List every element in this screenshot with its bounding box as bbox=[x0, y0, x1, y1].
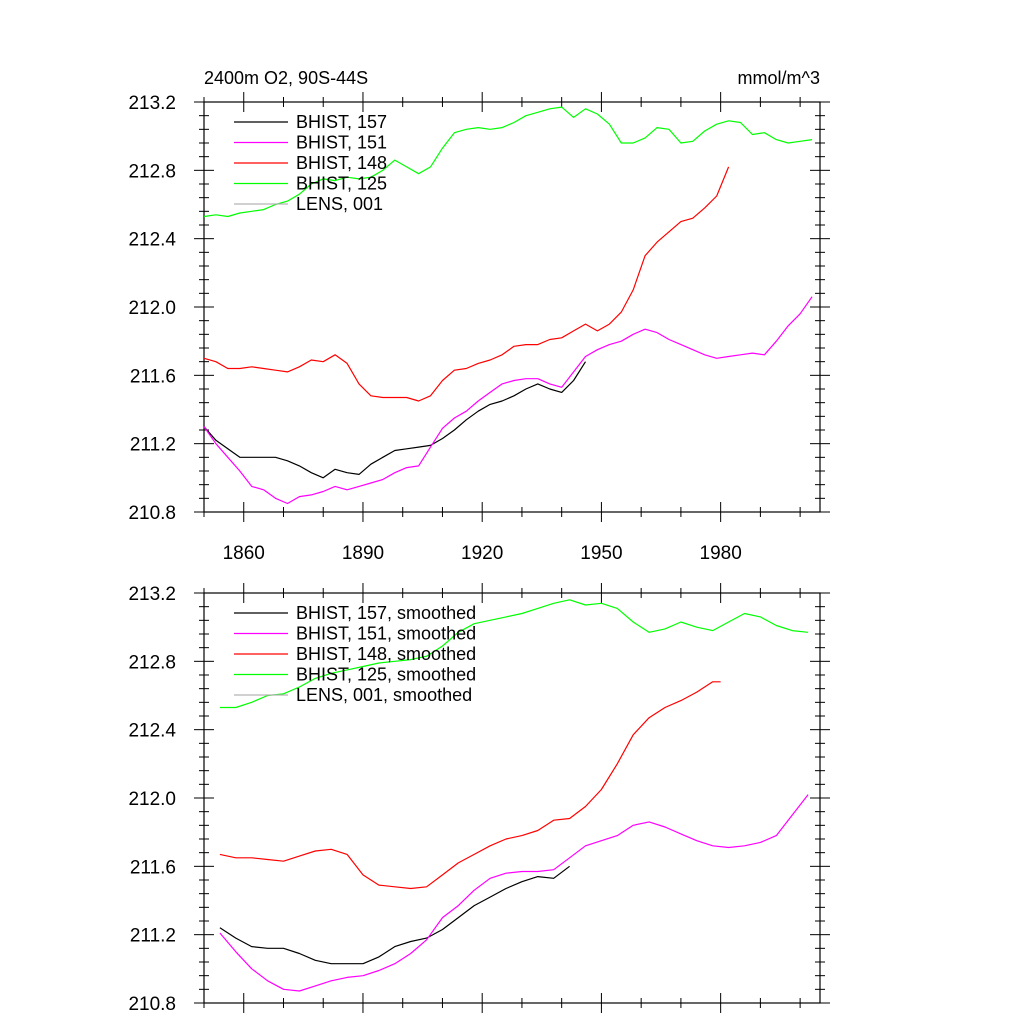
series-line-4 bbox=[203, 106, 813, 218]
y-tick-label: 210.8 bbox=[128, 503, 176, 524]
legend-label: BHIST, 148 bbox=[296, 153, 387, 173]
legend-label: BHIST, 125 bbox=[296, 174, 387, 194]
bottom-panel: 210.8 211.2 211.6 212.0 212.4 212.8 213.2 BHIST… bbox=[128, 583, 830, 1015]
chart-units: mmol/m^3 bbox=[738, 68, 820, 88]
legend-label: BHIST, 125, smoothed bbox=[296, 665, 476, 685]
y-tick-label: 211.6 bbox=[130, 366, 176, 387]
series-line-3 bbox=[219, 681, 721, 890]
x-tick-label: 1920 bbox=[461, 543, 503, 564]
y-tick-label: 212.4 bbox=[128, 721, 176, 742]
y-tick-label: 213.2 bbox=[128, 584, 176, 605]
legend-label: BHIST, 157 bbox=[296, 112, 387, 132]
x-tick-label: 1890 bbox=[342, 543, 384, 564]
y-tick-label: 212.0 bbox=[128, 789, 176, 810]
legend-label: BHIST, 151, smoothed bbox=[296, 624, 476, 644]
series-line-2 bbox=[203, 296, 813, 505]
y-tick-label: 212.0 bbox=[128, 298, 176, 319]
y-tick-label: 213.2 bbox=[128, 93, 176, 114]
series-line-2 bbox=[219, 794, 809, 992]
top-panel: 210.8 211.2 211.6 212.0 212.4 212.8 213.2 1860 1… bbox=[128, 92, 830, 564]
y-tick-label: 212.8 bbox=[128, 161, 176, 182]
legend-label: LENS, 001 bbox=[296, 194, 383, 214]
x-tick-label: 1980 bbox=[700, 543, 742, 564]
chart-title: 2400m O2, 90S-44S bbox=[204, 68, 368, 88]
legend-label: BHIST, 148, smoothed bbox=[296, 644, 476, 664]
y-tick-label: 211.6 bbox=[130, 857, 176, 878]
series-line-4 bbox=[219, 599, 809, 709]
legend-label: LENS, 001, smoothed bbox=[296, 685, 472, 705]
y-tick-label: 211.2 bbox=[130, 926, 176, 947]
y-tick-label: 210.8 bbox=[128, 994, 176, 1015]
y-tick-label: 212.4 bbox=[128, 230, 176, 251]
y-tick-label: 211.2 bbox=[130, 435, 176, 456]
x-tick-label: 1860 bbox=[223, 543, 265, 564]
series-line-1 bbox=[219, 865, 570, 965]
legend-label: BHIST, 157, smoothed bbox=[296, 603, 476, 623]
series-line-1 bbox=[203, 361, 587, 479]
series-line-3 bbox=[203, 166, 730, 402]
x-tick-label: 1950 bbox=[580, 543, 622, 564]
y-tick-label: 212.8 bbox=[128, 652, 176, 673]
legend-label: BHIST, 151 bbox=[296, 133, 387, 153]
